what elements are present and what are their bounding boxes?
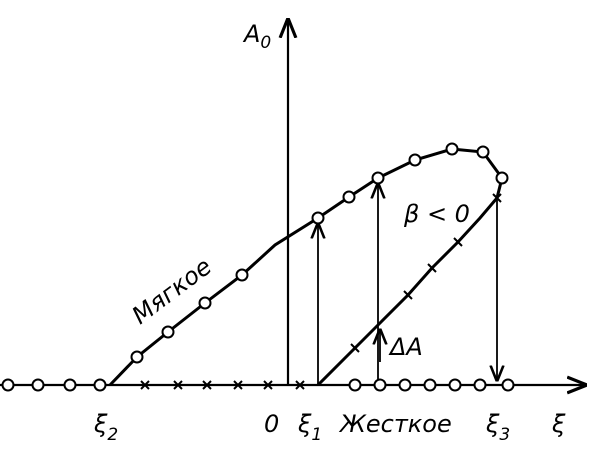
hard-label: Жесткое (338, 410, 452, 438)
circle-marker (235, 268, 249, 282)
tick-label: ξ2 (93, 410, 118, 445)
soft-label: Мягкое (127, 252, 217, 330)
cross-marker (173, 380, 183, 390)
circle-marker (476, 145, 490, 159)
axis-label: A0 (242, 20, 271, 53)
circle-marker (495, 171, 509, 185)
hard-branch (316, 197, 499, 387)
beta-label: β < 0 (403, 200, 470, 228)
cross-marker (263, 380, 273, 390)
delta-label: ΔA (388, 333, 423, 361)
circle-marker (93, 378, 107, 392)
jumps (318, 184, 497, 385)
tick-label: 0 (264, 410, 279, 438)
cross-marker (427, 263, 437, 273)
cross-marker (350, 343, 360, 353)
circle-marker (31, 378, 45, 392)
circle-marker (161, 325, 175, 339)
cross-marker (453, 237, 463, 247)
circle-marker (63, 378, 77, 392)
circle-marker (342, 190, 356, 204)
circle-marker (473, 378, 487, 392)
cross-marker (233, 380, 243, 390)
circle-marker (130, 350, 144, 364)
cross-marker (295, 380, 305, 390)
circle-marker (408, 153, 422, 167)
circle-marker (373, 378, 387, 392)
circle-marker (198, 296, 212, 310)
circle-marker (371, 171, 385, 185)
circle-marker (501, 378, 515, 392)
circle-marker (348, 378, 362, 392)
tick-label: ξ3 (485, 410, 510, 445)
cross-marker (140, 380, 150, 390)
axis-label: ξ (551, 410, 566, 438)
circle-marker (311, 211, 325, 225)
curves (108, 147, 504, 387)
markers (1, 142, 515, 392)
circle-marker (448, 378, 462, 392)
circle-marker (445, 142, 459, 156)
soft-branch (108, 147, 504, 387)
circle-marker (1, 378, 15, 392)
cross-marker (403, 290, 413, 300)
circle-marker (398, 378, 412, 392)
cross-marker (492, 193, 502, 203)
tick-label: ξ1 (297, 410, 322, 445)
circle-marker (423, 378, 437, 392)
cross-marker (202, 380, 212, 390)
